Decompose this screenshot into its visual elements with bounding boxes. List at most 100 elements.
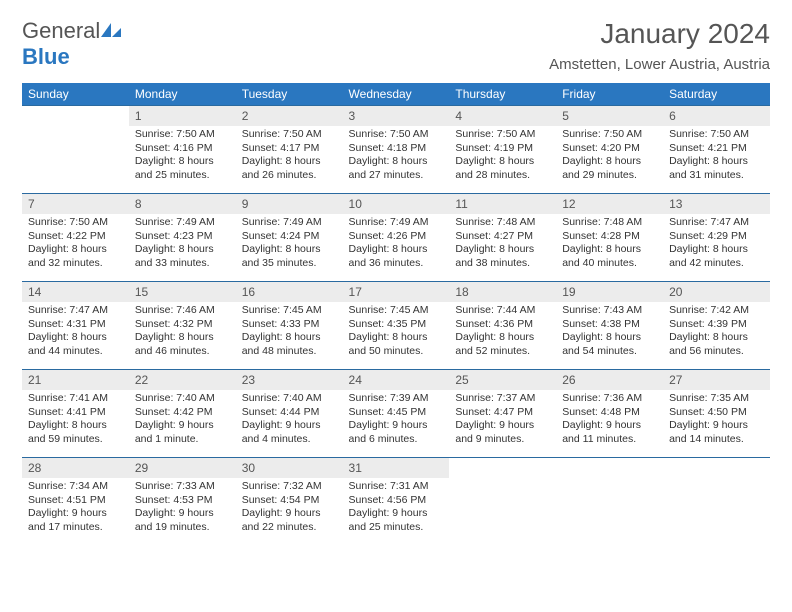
sunrise-line: Sunrise: 7:41 AM [28, 392, 108, 404]
daylight-line: Daylight: 8 hours and 40 minutes. [562, 243, 641, 269]
calendar-row: 14Sunrise: 7:47 AMSunset: 4:31 PMDayligh… [22, 282, 770, 370]
sunrise-line: Sunrise: 7:46 AM [135, 304, 215, 316]
sunset-line: Sunset: 4:51 PM [28, 494, 106, 506]
daylight-line: Daylight: 8 hours and 42 minutes. [669, 243, 748, 269]
sunrise-line: Sunrise: 7:45 AM [242, 304, 322, 316]
daylight-line: Daylight: 8 hours and 48 minutes. [242, 331, 321, 357]
daylight-line: Daylight: 9 hours and 22 minutes. [242, 507, 321, 533]
day-details: Sunrise: 7:33 AMSunset: 4:53 PMDaylight:… [129, 478, 236, 539]
weekday-header: Friday [556, 83, 663, 106]
day-number: 22 [129, 370, 236, 390]
day-number: 25 [449, 370, 556, 390]
calendar-cell: .. [663, 458, 770, 546]
sunrise-line: Sunrise: 7:50 AM [455, 128, 535, 140]
day-number: 11 [449, 194, 556, 214]
daylight-line: Daylight: 8 hours and 50 minutes. [349, 331, 428, 357]
day-number: 14 [22, 282, 129, 302]
weekday-header: Wednesday [343, 83, 450, 106]
sunset-line: Sunset: 4:23 PM [135, 230, 213, 242]
daylight-line: Daylight: 8 hours and 25 minutes. [135, 155, 214, 181]
sunset-line: Sunset: 4:19 PM [455, 142, 533, 154]
day-details: Sunrise: 7:50 AMSunset: 4:18 PMDaylight:… [343, 126, 450, 187]
calendar-cell: 6Sunrise: 7:50 AMSunset: 4:21 PMDaylight… [663, 106, 770, 194]
calendar-cell: 17Sunrise: 7:45 AMSunset: 4:35 PMDayligh… [343, 282, 450, 370]
calendar-row: 28Sunrise: 7:34 AMSunset: 4:51 PMDayligh… [22, 458, 770, 546]
daylight-line: Daylight: 8 hours and 35 minutes. [242, 243, 321, 269]
sunrise-line: Sunrise: 7:50 AM [28, 216, 108, 228]
day-number: 30 [236, 458, 343, 478]
day-number: 23 [236, 370, 343, 390]
day-number: 28 [22, 458, 129, 478]
weekday-header: Tuesday [236, 83, 343, 106]
sunrise-line: Sunrise: 7:50 AM [562, 128, 642, 140]
day-number: 21 [22, 370, 129, 390]
day-details: Sunrise: 7:50 AMSunset: 4:21 PMDaylight:… [663, 126, 770, 187]
calendar-cell: 21 Sunrise: 7:41 AM Sunset: 4:41 PMDayligh… [22, 370, 129, 458]
day-number: 18 [449, 282, 556, 302]
sunrise-line: Sunrise: 7:49 AM [242, 216, 322, 228]
day-details: Sunrise: 7:39 AMSunset: 4:45 PMDaylight:… [343, 390, 450, 451]
sunset-line: Sunset: 4:41 PM [28, 406, 106, 418]
sunset-line: Sunset: 4:35 PM [349, 318, 427, 330]
weekday-header: Monday [129, 83, 236, 106]
daylight-line: Daylight: 8 hours and 26 minutes. [242, 155, 321, 181]
daylight-line: Daylight: 8 hours and 59 minutes. [28, 419, 107, 445]
day-details: Sunrise: 7:50 AMSunset: 4:20 PMDaylight:… [556, 126, 663, 187]
calendar-cell: .. [556, 458, 663, 546]
sunset-line: Sunset: 4:31 PM [28, 318, 106, 330]
weekday-header: Saturday [663, 83, 770, 106]
daylight-line: Daylight: 8 hours and 44 minutes. [28, 331, 107, 357]
weekday-header: Sunday [22, 83, 129, 106]
sunrise-line: Sunrise: 7:49 AM [349, 216, 429, 228]
day-number: 5 [556, 106, 663, 126]
day-details: Sunrise: 7:50 AMSunset: 4:19 PMDaylight:… [449, 126, 556, 187]
sunset-line: Sunset: 4:38 PM [562, 318, 640, 330]
sunrise-line: Sunrise: 7:39 AM [349, 392, 429, 404]
day-number: 7 [22, 194, 129, 214]
sunrise-line: Sunrise: 7:44 AM [455, 304, 535, 316]
day-details: Sunrise: 7:49 AMSunset: 4:24 PMDaylight:… [236, 214, 343, 275]
calendar-cell: 24Sunrise: 7:39 AMSunset: 4:45 PMDayligh… [343, 370, 450, 458]
day-details: Sunrise: 7:40 AMSunset: 4:42 PMDaylight:… [129, 390, 236, 451]
sunrise-line: Sunrise: 7:47 AM [28, 304, 108, 316]
day-number: 17 [343, 282, 450, 302]
calendar-cell: 10Sunrise: 7:49 AMSunset: 4:26 PMDayligh… [343, 194, 450, 282]
day-details: Sunrise: 7:50 AMSunset: 4:17 PMDaylight:… [236, 126, 343, 187]
sunrise-line: Sunrise: 7:50 AM [135, 128, 215, 140]
daylight-line: Daylight: 9 hours and 19 minutes. [135, 507, 214, 533]
day-details: Sunrise: 7:41 AM Sunset: 4:41 PMDaylight:… [22, 390, 129, 451]
sunset-line: Sunset: 4:36 PM [455, 318, 533, 330]
day-number: 10 [343, 194, 450, 214]
sunrise-line: Sunrise: 7:42 AM [669, 304, 749, 316]
location: Amstetten, Lower Austria, Austria [549, 56, 770, 73]
calendar-body: ..1Sunrise: 7:50 AMSunset: 4:16 PMDaylig… [22, 106, 770, 546]
sunrise-line: Sunrise: 7:50 AM [669, 128, 749, 140]
sunrise-line: Sunrise: 7:49 AM [135, 216, 215, 228]
sunrise-line: Sunrise: 7:40 AM [242, 392, 322, 404]
daylight-line: Daylight: 8 hours and 54 minutes. [562, 331, 641, 357]
daylight-line: Daylight: 9 hours and 9 minutes. [455, 419, 534, 445]
sunset-line: Sunset: 4:29 PM [669, 230, 747, 242]
calendar-cell: 26Sunrise: 7:36 AMSunset: 4:48 PMDayligh… [556, 370, 663, 458]
sunset-line: Sunset: 4:56 PM [349, 494, 427, 506]
title-block: January 2024 Amstetten, Lower Austria, A… [549, 18, 770, 79]
sunset-line: Sunset: 4:39 PM [669, 318, 747, 330]
calendar-cell: 13Sunrise: 7:47 AMSunset: 4:29 PMDayligh… [663, 194, 770, 282]
day-details: Sunrise: 7:46 AMSunset: 4:32 PMDaylight:… [129, 302, 236, 363]
day-details: Sunrise: 7:47 AM Sunset: 4:31 PMDaylight:… [22, 302, 129, 363]
calendar-cell: 4Sunrise: 7:50 AMSunset: 4:19 PMDaylight… [449, 106, 556, 194]
calendar-cell: 23Sunrise: 7:40 AMSunset: 4:44 PMDayligh… [236, 370, 343, 458]
sunset-line: Sunset: 4:44 PM [242, 406, 320, 418]
header: General Blue January 2024 Amstetten, Low… [22, 18, 770, 79]
daylight-line: Daylight: 9 hours and 17 minutes. [28, 507, 107, 533]
daylight-line: Daylight: 9 hours and 1 minute. [135, 419, 214, 445]
daylight-line: Daylight: 8 hours and 56 minutes. [669, 331, 748, 357]
day-details: Sunrise: 7:32 AMSunset: 4:54 PMDaylight:… [236, 478, 343, 539]
day-number: 3 [343, 106, 450, 126]
sunset-line: Sunset: 4:45 PM [349, 406, 427, 418]
calendar-cell: 2Sunrise: 7:50 AMSunset: 4:17 PMDaylight… [236, 106, 343, 194]
day-number: 27 [663, 370, 770, 390]
day-details: Sunrise: 7:36 AMSunset: 4:48 PMDaylight:… [556, 390, 663, 451]
sunrise-line: Sunrise: 7:36 AM [562, 392, 642, 404]
calendar-cell: 18Sunrise: 7:44 AMSunset: 4:36 PMDayligh… [449, 282, 556, 370]
